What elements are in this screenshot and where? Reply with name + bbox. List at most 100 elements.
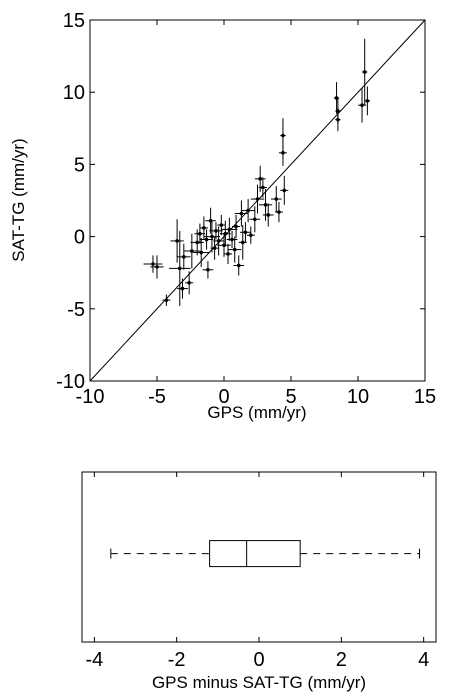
- point-marker: [266, 213, 271, 217]
- data-point: [234, 200, 249, 227]
- point-marker: [246, 208, 250, 213]
- scatter-x-tick-label: -10: [76, 386, 105, 408]
- point-marker: [195, 240, 199, 245]
- point-marker: [175, 239, 179, 243]
- boxplot: [110, 540, 421, 568]
- point-marker: [202, 226, 206, 230]
- point-marker: [263, 203, 268, 207]
- point-marker: [216, 239, 221, 243]
- data-point: [246, 226, 255, 244]
- scatter-y-tick-label: 10: [63, 82, 85, 104]
- point-marker: [281, 133, 285, 138]
- boxplot-plot-area: [81, 471, 437, 643]
- data-point: [209, 222, 223, 240]
- data-point: [249, 206, 261, 233]
- data-point: [262, 203, 274, 227]
- point-marker: [255, 197, 260, 201]
- point-marker: [365, 99, 370, 103]
- boxplot-x-tick-label: -2: [168, 649, 186, 671]
- point-marker: [219, 223, 224, 227]
- boxplot-x-tick-label: 2: [336, 649, 347, 671]
- data-point: [233, 255, 245, 276]
- data-point: [362, 38, 368, 106]
- data-point: [335, 97, 341, 124]
- scatter-x-tick-label: -5: [148, 386, 166, 408]
- point-marker: [282, 188, 287, 193]
- scatter-x-axis-label: GPS (mm/yr): [207, 403, 306, 422]
- data-point: [240, 222, 251, 243]
- scatter-y-axis-label: SAT-TG (mm/yr): [9, 138, 28, 261]
- boxplot-x-tick-label: -4: [85, 649, 103, 671]
- point-marker: [360, 103, 364, 107]
- point-marker: [199, 250, 204, 255]
- point-marker: [236, 263, 241, 268]
- scatter-x-ticks: -10 -5 0 5 10 15: [76, 20, 436, 408]
- point-marker: [164, 298, 169, 302]
- point-marker: [212, 246, 217, 250]
- data-point: [199, 229, 214, 250]
- point-marker: [362, 70, 367, 74]
- data-point: [226, 230, 238, 249]
- data-point: [194, 223, 206, 244]
- point-marker: [177, 266, 182, 271]
- scatter-x-tick-label: 10: [347, 386, 369, 408]
- point-marker: [227, 227, 232, 232]
- data-point: [364, 86, 371, 116]
- boxplot-x-axis-label: GPS minus SAT-TG (mm/yr): [152, 673, 366, 692]
- point-marker: [226, 252, 230, 256]
- point-marker: [187, 281, 191, 285]
- point-marker: [198, 231, 202, 236]
- scatter-y-tick-label: 0: [74, 227, 85, 249]
- scatter-y-tick-label: 5: [74, 154, 85, 176]
- scatter-x-tick-label: 5: [285, 386, 296, 408]
- point-marker: [277, 210, 281, 214]
- data-point: [193, 238, 210, 267]
- data-point: [177, 243, 191, 270]
- scatter-y-tick-label: 15: [63, 10, 85, 32]
- point-marker: [230, 237, 234, 242]
- data-point: [280, 175, 289, 205]
- data-point: [270, 186, 282, 213]
- point-marker: [223, 231, 228, 236]
- data-point: [241, 199, 255, 223]
- data-point: [213, 226, 224, 256]
- point-marker: [182, 255, 186, 259]
- data-point: [177, 278, 188, 299]
- scatter-y-tick-label: -10: [56, 371, 85, 393]
- scatter-x-tick-label: 0: [218, 386, 229, 408]
- data-point: [228, 236, 242, 263]
- data-point: [170, 219, 184, 263]
- data-point: [238, 225, 247, 260]
- data-point: [169, 230, 191, 306]
- scatter-y-tick-label: -5: [67, 299, 85, 321]
- point-marker: [151, 262, 155, 266]
- point-marker: [249, 233, 253, 237]
- point-marker: [281, 151, 285, 155]
- point-marker: [243, 230, 248, 235]
- boxplot-x-ticks: -4 -2 0 2 4: [85, 472, 429, 671]
- point-marker: [232, 247, 237, 252]
- data-point: [224, 243, 233, 265]
- point-marker: [258, 177, 262, 181]
- interquartile-box: [209, 540, 301, 568]
- point-marker: [239, 211, 244, 216]
- scatter-points: [143, 38, 371, 306]
- data-point: [150, 255, 164, 279]
- scatter-panel: -10 -5 0 5 10 15 -10 -5 0 5 10 15 GPS (mm/yr) SAT-…: [9, 10, 436, 422]
- boxplot-x-tick-label: 0: [253, 649, 264, 671]
- data-point: [199, 216, 208, 240]
- data-point: [185, 271, 194, 295]
- data-point: [250, 184, 265, 214]
- data-point: [258, 177, 267, 198]
- boxplot-panel: -4 -2 0 2 4 GPS minus SAT-TG (mm/yr): [81, 471, 437, 692]
- data-point: [162, 294, 171, 306]
- scatter-y-ticks: -10 -5 0 5 10 15: [56, 10, 425, 393]
- data-point: [221, 217, 238, 241]
- point-marker: [253, 217, 257, 222]
- point-marker: [155, 265, 159, 269]
- point-marker: [336, 109, 340, 113]
- data-point: [143, 255, 163, 273]
- data-point: [203, 220, 220, 253]
- data-point: [274, 201, 283, 223]
